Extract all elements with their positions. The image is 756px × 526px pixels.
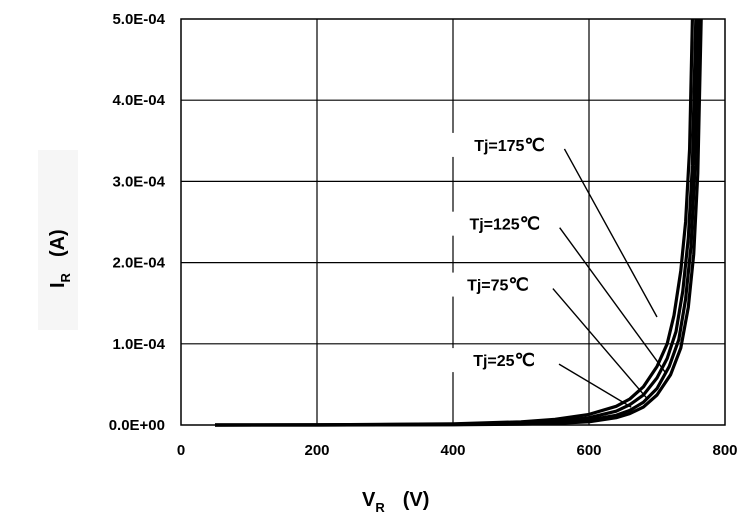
annotation-label-bg [440,211,569,236]
series-group [214,18,703,427]
x-tick-label: 800 [712,442,737,459]
y-tick-label: 5.0E-04 [112,11,165,28]
y-label-background [38,150,78,330]
annotation-leader-1 [563,148,658,318]
annotation-leader-3 [552,288,649,400]
y-tick-label: 0.0E+00 [109,417,165,434]
annotation-leader-2 [559,227,666,373]
y-axis-ticks: 0.0E+00 1.0E-04 2.0E-04 3.0E-04 4.0E-04 5.0E-… [109,11,166,434]
annotation-leader-4 [558,363,632,408]
y-tick-label: 1.0E-04 [112,336,165,353]
y-tick-label: 2.0E-04 [112,255,165,272]
annotation-label-2: Tj=125℃ [469,214,539,234]
x-tick-label: 200 [304,442,329,459]
annotation-label-bg [445,132,574,157]
y-axis-title: IR(A) [47,229,73,288]
series-line-4 [215,18,703,427]
y-tick-label: 3.0E-04 [112,173,165,190]
annotations-group: Tj=175℃ Tj=125℃ Tj=75℃ Tj=25℃ [433,132,666,408]
x-axis-ticks: 0 200 400 600 800 [177,442,738,459]
annotation-label-4: Tj=25℃ [473,350,535,370]
x-tick-label: 600 [576,442,601,459]
x-tick-label: 400 [440,442,465,459]
annotation-label-bg [433,272,562,297]
x-tick-label: 0 [177,442,185,459]
x-axis-title: VR (V) [362,489,429,515]
annotation-label-bg [440,348,568,373]
annotation-label-1: Tj=175℃ [474,135,544,155]
annotation-label-3: Tj=75℃ [467,275,529,295]
y-tick-label: 4.0E-04 [112,92,165,109]
